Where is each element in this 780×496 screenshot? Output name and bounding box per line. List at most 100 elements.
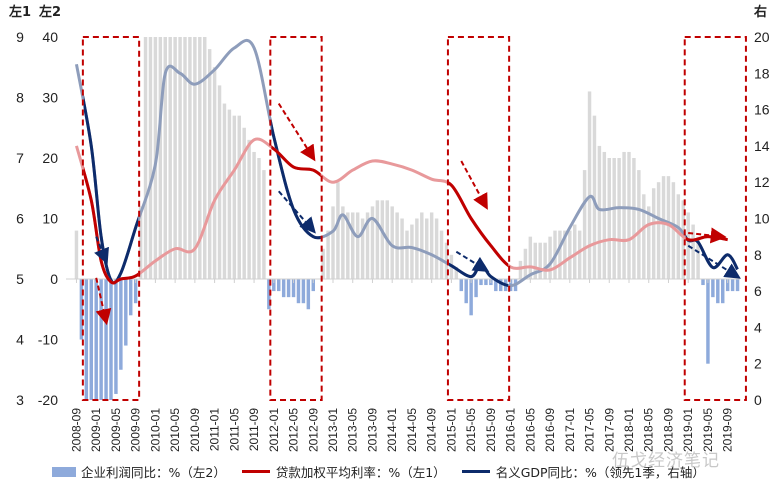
chart-legend: 企业利润同比：%（左2） 贷款加权平均利率：%（左1） 名义GDP同比：%（领先… xyxy=(52,462,721,481)
profit-bar xyxy=(582,170,587,279)
profit-bar xyxy=(454,266,459,279)
profit-bar xyxy=(711,279,715,298)
legend-item-profit: 企业利润同比：%（左2） xyxy=(52,462,226,481)
right-tick-label: 2 xyxy=(754,356,762,372)
profit-bar xyxy=(232,115,237,280)
profit-bar xyxy=(721,279,725,304)
profit-bar xyxy=(114,279,118,394)
right-tick-label: 20 xyxy=(754,29,770,45)
profit-bar xyxy=(133,279,138,304)
left1-axis-title: 左1 xyxy=(9,4,31,20)
x-tick-label: 2014-01 xyxy=(385,408,399,452)
profit-bar xyxy=(632,158,636,279)
profit-bar xyxy=(499,279,503,292)
profit-bar xyxy=(326,230,330,279)
profit-bar xyxy=(484,279,488,286)
profit-bar xyxy=(464,279,468,304)
trend-arrow xyxy=(687,244,741,279)
profit-bar xyxy=(681,200,685,279)
x-tick-label: 2015-01 xyxy=(444,408,458,452)
profit-bar xyxy=(74,230,79,279)
profit-bar xyxy=(129,279,133,316)
right-tick-label: 18 xyxy=(754,65,770,81)
profit-bar xyxy=(94,279,98,400)
legend-swatch-gdp xyxy=(461,470,490,473)
legend-swatch-profit xyxy=(52,466,76,477)
x-tick-label: 2014-05 xyxy=(405,408,419,452)
profit-bar xyxy=(277,279,281,292)
profit-bar xyxy=(124,279,128,346)
x-tick-label: 2018-05 xyxy=(642,408,656,452)
x-tick-label: 2017-01 xyxy=(563,408,577,452)
legend-item-gdp: 名义GDP同比：%（领先1季，右轴） xyxy=(461,462,705,481)
right-tick-label: 12 xyxy=(754,174,770,190)
x-tick-label: 2016-01 xyxy=(504,408,518,452)
profit-bar xyxy=(281,279,286,298)
left1-tick-label: 8 xyxy=(16,90,24,106)
legend-label-loan-rate: 贷款加权平均利率：%（左1） xyxy=(275,465,446,480)
profit-bar xyxy=(474,279,478,298)
profit-bar xyxy=(730,279,735,292)
right-tick-label: 16 xyxy=(754,102,770,118)
profit-bar xyxy=(587,91,592,279)
left2-tick-label: 20 xyxy=(42,150,58,166)
profit-bar xyxy=(691,224,695,279)
profit-bar xyxy=(676,194,681,279)
profit-bar xyxy=(291,279,296,298)
profit-bar xyxy=(602,151,607,279)
profit-bar xyxy=(89,279,93,400)
profit-bar xyxy=(661,176,666,279)
profit-bar xyxy=(642,194,646,279)
profit-bar xyxy=(365,212,370,279)
profit-bar xyxy=(390,206,394,279)
profit-bar xyxy=(217,85,222,280)
profit-bar xyxy=(523,248,528,279)
profit-bar xyxy=(104,279,108,400)
combo-chart: 3 4 5 6 7 8 9 -20 -10 0 10 20 30 40 0 2 4 6 8 10 12 14 16 18 20 左… xyxy=(9,4,770,452)
profit-bar xyxy=(725,279,730,292)
x-tick-label: 2010-05 xyxy=(168,408,182,452)
x-tick-label: 2010-01 xyxy=(148,408,162,452)
x-tick-label: 2011-09 xyxy=(247,408,261,451)
highlight-window xyxy=(269,36,323,401)
x-tick-label: 2012-09 xyxy=(306,408,320,452)
profit-bar xyxy=(99,279,103,400)
profit-bar xyxy=(336,182,340,279)
x-tick-label: 2008-09 xyxy=(69,408,83,452)
watermark: 伍戈经济笔记 xyxy=(612,451,720,471)
left1-tick-label: 5 xyxy=(16,271,24,287)
profit-bar xyxy=(198,37,202,279)
profit-bar xyxy=(543,242,547,279)
profit-bar xyxy=(612,158,616,279)
profit-bar xyxy=(207,49,212,279)
gdp-line xyxy=(74,38,739,288)
profit-bar xyxy=(84,279,89,400)
profit-bar xyxy=(148,37,153,279)
legend-item-loan-rate: 贷款加权平均利率：%（左1） xyxy=(241,462,446,481)
profit-bar xyxy=(434,218,439,279)
profit-bar xyxy=(227,109,232,279)
profit-bar xyxy=(331,206,335,279)
legend-swatch-loan-rate xyxy=(241,470,270,473)
profit-bar xyxy=(237,115,241,280)
profit-bar xyxy=(395,212,399,279)
x-tick-label: 2017-05 xyxy=(583,408,597,452)
loan-rate-line xyxy=(75,137,728,285)
profit-bar xyxy=(79,279,84,340)
profit-bar xyxy=(696,236,700,279)
profit-bar xyxy=(637,170,641,279)
profit-bar xyxy=(380,200,385,279)
profit-bar xyxy=(203,37,207,279)
x-tick-label: 2013-09 xyxy=(365,408,379,452)
profit-bar xyxy=(568,230,572,279)
trend-arrow xyxy=(460,160,488,210)
x-tick-label: 2015-05 xyxy=(464,408,478,452)
profit-bar xyxy=(518,260,523,279)
trend-arrow xyxy=(688,227,727,244)
legend-label-profit: 企业利润同比：%（左2） xyxy=(81,465,226,480)
left1-tick-label: 3 xyxy=(16,392,24,408)
left1-tick-label: 4 xyxy=(16,332,24,348)
profit-bar xyxy=(178,37,182,279)
profit-bar xyxy=(311,279,315,292)
right-tick-label: 6 xyxy=(754,283,762,299)
